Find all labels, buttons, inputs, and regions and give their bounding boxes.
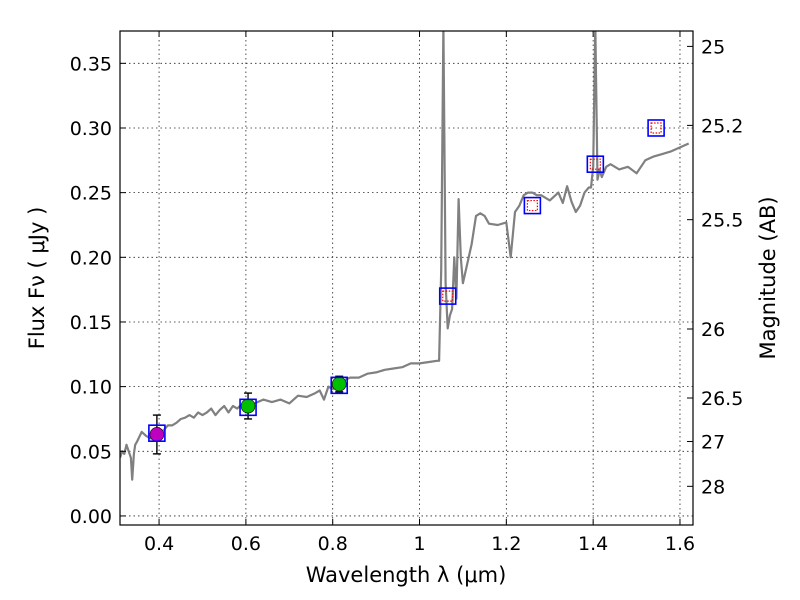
grid	[120, 31, 693, 525]
x-tick-label: 1.6	[665, 533, 695, 555]
data-point	[240, 398, 256, 414]
spectrum-line	[120, 31, 690, 481]
data-point	[331, 376, 347, 392]
y-tick-label: 0.05	[70, 441, 112, 463]
x-tick-label: 0.6	[231, 533, 261, 555]
y-axis-right-label: Magnitude (AB)	[756, 196, 780, 359]
x-tick-label: 1.4	[578, 533, 608, 555]
model-square	[523, 196, 542, 215]
mag-tick-label: 28	[701, 476, 725, 498]
data-point	[149, 427, 165, 442]
y-tick-label: 0.20	[70, 247, 112, 269]
model-square	[239, 398, 257, 417]
mag-tick-label: 25.2	[701, 115, 743, 137]
mag-tick-label: 27	[701, 432, 725, 454]
mag-tick-label: 26	[701, 319, 725, 341]
x-tick-label: 0.4	[144, 533, 174, 555]
mag-tick-label: 25	[701, 36, 725, 58]
plot-frame	[119, 30, 694, 526]
limit-square	[589, 158, 601, 170]
y-tick-label: 0.35	[70, 53, 112, 75]
limit-square	[526, 199, 538, 212]
y-tick-label: 0.15	[70, 312, 112, 334]
model-square	[438, 287, 457, 305]
mag-tick-label: 26.5	[701, 388, 743, 410]
x-tick-label: 1	[413, 533, 425, 555]
limit-square	[650, 122, 662, 134]
limit-square	[442, 290, 454, 302]
y-tick-label: 0.25	[70, 183, 112, 205]
x-axis-label: Wavelength λ (μm)	[306, 563, 507, 587]
axis-ticks: 0.4 0.6 0.8 1 1.2 1.4 1.6 0.00 0.05 0.10 0.15 0.20 0…	[70, 31, 743, 555]
y-axis-label: Flux Fν ( μJy )	[25, 207, 49, 350]
x-tick-label: 1.2	[491, 533, 521, 555]
model-square	[148, 424, 166, 442]
mag-tick-label: 25.5	[701, 210, 743, 232]
model-square	[330, 376, 349, 395]
x-tick-label: 0.8	[318, 533, 348, 555]
model-square	[647, 119, 665, 137]
y-tick-label: 0.10	[70, 377, 112, 399]
y-tick-label: 0.00	[70, 506, 112, 528]
plot-area	[120, 31, 690, 481]
y-tick-label: 0.30	[70, 118, 112, 140]
model-square	[586, 155, 605, 173]
